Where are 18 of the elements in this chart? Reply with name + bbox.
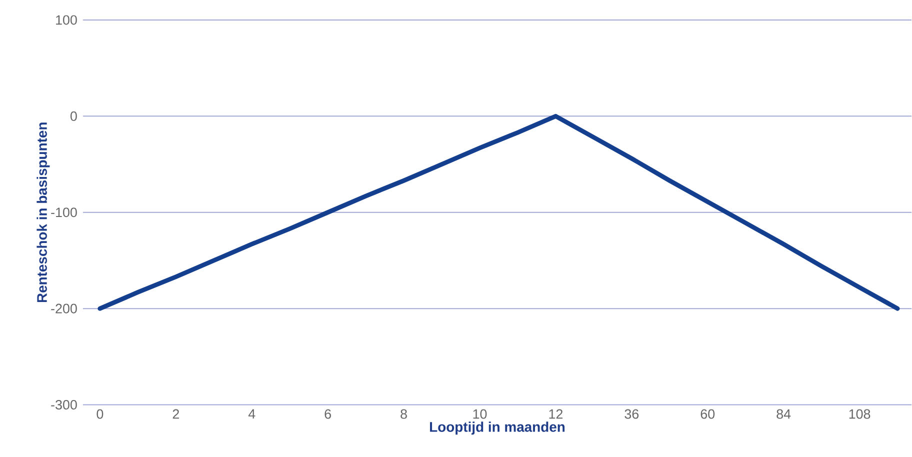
y-tick-label: -300 [51, 400, 77, 410]
x-tick-label: 36 [624, 409, 639, 419]
x-tick-label: 4 [248, 409, 256, 419]
x-tick-label: 84 [776, 409, 791, 419]
y-tick-label: 100 [56, 15, 77, 25]
x-tick-label: 6 [324, 409, 331, 419]
y-tick-label: 0 [70, 112, 77, 122]
x-tick-label: 0 [96, 409, 104, 419]
x-tick-label: 10 [473, 409, 487, 419]
y-tick-label: -200 [51, 304, 77, 314]
x-tick-label: 108 [849, 409, 870, 419]
y-tick-label: -100 [51, 208, 77, 218]
x-tick-label: 8 [400, 409, 407, 419]
y-axis-title: Renteschok in basispunten [36, 122, 50, 302]
x-tick-label: 12 [549, 409, 563, 419]
x-tick-label: 60 [700, 409, 715, 419]
x-axis-title: Looptijd in maanden [430, 422, 565, 435]
x-tick-label: 2 [172, 409, 179, 419]
